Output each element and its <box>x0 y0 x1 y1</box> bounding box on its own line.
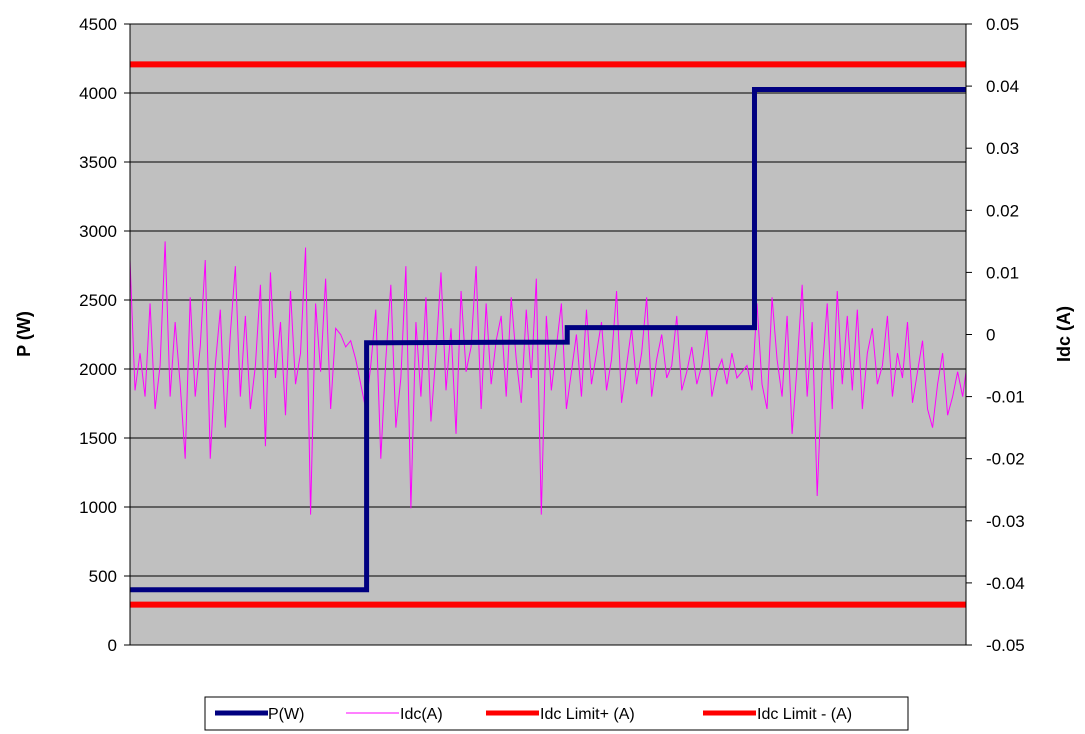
y2-tick-label: 0.04 <box>986 77 1019 96</box>
y-tick-label: 2500 <box>79 291 117 310</box>
y-tick-label: 4000 <box>79 84 117 103</box>
y-tick-label: 3500 <box>79 153 117 172</box>
y-axis-title: P (W) <box>14 311 34 357</box>
y2-tick-label: 0.03 <box>986 139 1019 158</box>
y2-tick-label: -0.05 <box>986 636 1025 655</box>
y2-tick-label: -0.03 <box>986 512 1025 531</box>
y2-axis-ticks: -0.05 -0.04 -0.03 -0.02 -0.01 0 0.01 0.02 0.03 0.… <box>966 15 1025 655</box>
legend-label-idc-limit-a: Idc Limit - (A) <box>757 706 852 723</box>
legend-label-idc-limit-a: Idc Limit+ (A) <box>540 706 635 723</box>
y-axis-ticks: 0 500 1000 1500 2000 2500 3000 3500 4000 4500 <box>79 15 130 655</box>
y2-tick-label: 0.01 <box>986 263 1019 282</box>
legend-label-p-w: P(W) <box>268 706 304 723</box>
y-tick-label: 2000 <box>79 360 117 379</box>
legend-label-idc-a: Idc(A) <box>400 706 443 723</box>
y-tick-label: 1000 <box>79 498 117 517</box>
y2-tick-label: 0.02 <box>986 201 1019 220</box>
y2-tick-label: -0.04 <box>986 574 1025 593</box>
y2-tick-label: -0.02 <box>986 450 1025 469</box>
y2-tick-label: 0.05 <box>986 15 1019 34</box>
y2-tick-label: -0.01 <box>986 388 1025 407</box>
y-tick-label: 500 <box>89 567 117 586</box>
y-tick-label: 1500 <box>79 429 117 448</box>
y2-tick-label: 0 <box>986 326 995 345</box>
y-tick-label: 3000 <box>79 222 117 241</box>
y2-axis-title: Idc (A) <box>1054 306 1074 362</box>
y-tick-label: 4500 <box>79 15 117 34</box>
legend: P(W) Idc(A) Idc Limit+ (A) Idc Limit - (A) <box>205 697 908 730</box>
y-tick-label: 0 <box>108 636 117 655</box>
